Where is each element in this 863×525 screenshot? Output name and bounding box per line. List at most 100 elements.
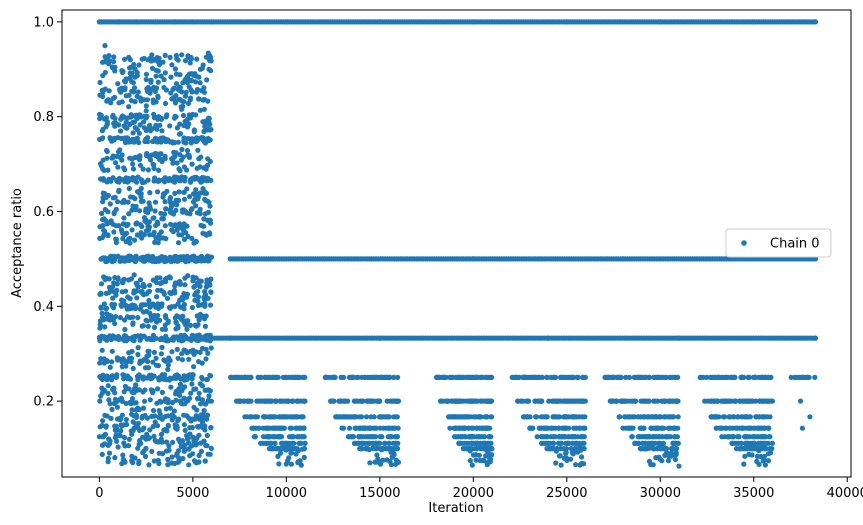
data-point: [713, 398, 719, 404]
data-point: [271, 425, 277, 431]
data-point: [172, 100, 179, 106]
data-point: [643, 434, 649, 440]
data-point: [197, 190, 203, 196]
data-point: [150, 277, 156, 283]
data-point: [147, 427, 153, 433]
data-point: [350, 434, 357, 440]
data-point: [668, 425, 674, 431]
data-point: [98, 161, 104, 167]
data-point: [181, 99, 187, 105]
data-point: [193, 112, 199, 118]
data-point: [761, 454, 767, 460]
data-point: [764, 440, 770, 446]
data-point: [730, 414, 736, 420]
data-point: [106, 450, 113, 456]
data-point: [111, 54, 117, 60]
data-point: [129, 389, 135, 395]
data-point: [194, 460, 200, 466]
data-point: [267, 434, 273, 440]
data-point: [171, 201, 177, 207]
data-point: [377, 335, 383, 341]
data-point: [381, 414, 387, 420]
data-point: [163, 114, 169, 120]
data-point: [109, 348, 115, 354]
data-point: [631, 398, 637, 404]
data-point: [162, 199, 168, 205]
data-point: [244, 414, 250, 420]
data-point: [102, 206, 108, 213]
data-point: [302, 374, 308, 380]
data-point: [244, 398, 250, 404]
data-point: [572, 414, 578, 420]
data-point: [105, 383, 111, 389]
data-point: [757, 440, 763, 446]
data-point: [743, 434, 749, 440]
data-point: [118, 336, 124, 342]
data-point: [768, 450, 774, 456]
data-point: [656, 374, 662, 380]
data-point: [197, 66, 203, 72]
data-point: [181, 395, 187, 401]
data-point: [184, 413, 190, 419]
data-point: [135, 284, 141, 290]
data-point: [197, 311, 203, 317]
data-point: [166, 355, 172, 361]
data-point: [99, 210, 105, 216]
x-tick-label: 30000: [640, 486, 681, 501]
data-point: [139, 415, 145, 421]
data-point: [173, 93, 179, 99]
data-point: [466, 440, 472, 446]
data-point: [135, 373, 141, 379]
data-point: [108, 178, 114, 184]
data-point: [807, 414, 813, 420]
data-point: [165, 413, 171, 419]
data-point: [576, 414, 582, 420]
data-point: [556, 434, 563, 440]
data-point: [285, 374, 292, 380]
data-point: [581, 425, 587, 431]
data-point: [103, 147, 110, 154]
data-point: [179, 357, 185, 363]
data-point: [158, 280, 164, 286]
data-point: [155, 423, 161, 429]
data-point: [484, 374, 490, 380]
data-point: [545, 425, 552, 431]
data-point: [582, 398, 588, 404]
data-point: [299, 446, 305, 452]
data-point: [181, 221, 187, 227]
data-point: [486, 398, 492, 404]
data-point: [121, 376, 127, 382]
data-point: [638, 446, 644, 452]
data-point: [159, 439, 165, 445]
data-point: [143, 127, 149, 133]
data-point: [182, 384, 188, 390]
data-point: [178, 104, 184, 110]
data-point: [126, 254, 132, 260]
data-point: [197, 80, 203, 86]
data-point: [558, 462, 564, 468]
data-point: [228, 374, 235, 380]
data-point: [141, 283, 147, 290]
data-point: [158, 399, 164, 405]
data-point: [136, 441, 142, 448]
data-point: [534, 414, 540, 420]
data-point: [119, 68, 125, 74]
data-point: [563, 398, 569, 404]
data-point: [208, 425, 214, 431]
data-point: [669, 374, 676, 380]
data-point: [147, 232, 153, 238]
data-point: [189, 304, 195, 311]
data-point: [177, 121, 183, 127]
data-point: [185, 397, 191, 404]
data-point: [113, 206, 119, 212]
data-point: [112, 194, 118, 200]
data-point: [203, 197, 209, 204]
data-point: [180, 337, 186, 343]
data-point: [154, 294, 160, 300]
data-point: [204, 432, 210, 439]
data-point: [190, 275, 196, 281]
data-point: [177, 281, 183, 287]
data-point: [275, 434, 281, 440]
data-point: [110, 221, 116, 227]
data-point: [470, 256, 476, 262]
